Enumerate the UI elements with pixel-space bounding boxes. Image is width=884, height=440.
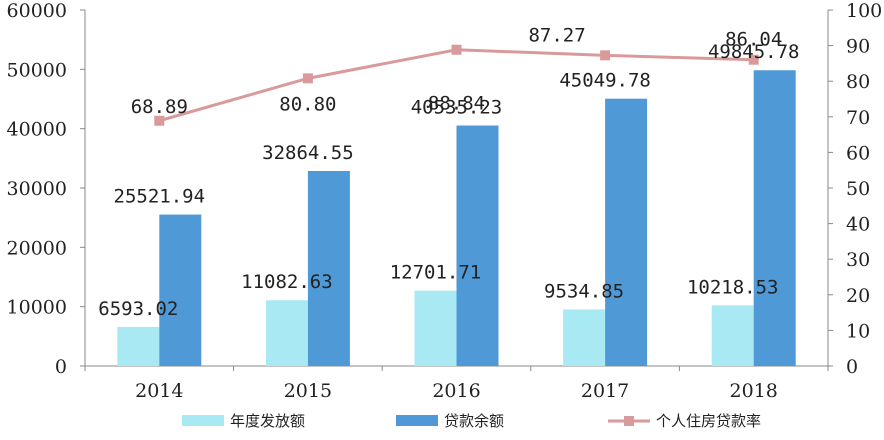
balance-data-label: 40535.23 [411,96,503,118]
legend-label: 个人住房贷款率 [656,412,761,430]
y-right-tick-label: 20 [846,285,870,307]
bar-issuance [265,300,308,366]
y-right-tick-label: 40 [846,214,870,236]
y-left-tick-label: 40000 [7,119,67,141]
bar-balance [159,214,202,366]
bar-balance [456,125,499,366]
y-left-tick-label: 10000 [7,297,67,319]
legend-marker [624,416,634,426]
balance-data-label: 49845.78 [708,41,800,63]
issuance-data-label: 9534.85 [544,280,624,302]
legend-swatch [182,415,224,426]
y-right-tick-label: 30 [846,249,870,271]
rate-line-marker [451,44,462,55]
y-right-tick-label: 10 [846,320,870,342]
bar-issuance [563,309,606,366]
y-left-tick-label: 60000 [7,0,67,22]
rate-line-marker [154,115,165,126]
balance-data-label: 25521.94 [114,186,206,208]
bar-issuance [117,326,160,366]
bar-balance [605,98,648,366]
axes: 0 10000 20000 30000 40000 50000 60000 0 10 20 30 40… [7,0,883,402]
x-tick-label: 2014 [135,380,183,402]
issuance-data-label: 11082.63 [241,271,333,293]
bar-balance [753,70,796,366]
rate-line-marker [748,54,759,65]
y-right-tick-label: 0 [846,356,858,378]
legend-label: 年度发放额 [230,412,305,430]
x-tick-label: 2017 [581,380,629,402]
rate-data-label: 87.27 [528,24,585,46]
legend: 年度发放额 贷款余额 个人住房贷款率 [182,412,761,430]
bars [117,70,796,366]
y-right-tick-label: 50 [846,178,870,200]
bar-issuance [711,305,754,366]
x-tick-label: 2018 [730,380,778,402]
rate-data-label: 86.04 [725,29,782,51]
rate-data-label: 80.80 [279,93,336,115]
y-right-tick-label: 80 [846,71,870,93]
rate-line [154,44,759,126]
bar-issuance [414,290,457,366]
y-left-tick-label: 20000 [7,237,67,259]
balance-data-label: 32864.55 [262,142,354,164]
rate-line-marker [302,73,313,84]
issuance-data-label: 12701.71 [390,262,482,284]
issuance-data-label: 10218.53 [687,276,779,298]
y-left-tick-label: 0 [55,356,67,378]
x-tick-label: 2016 [432,380,480,402]
balance-data-label: 45049.78 [559,70,651,92]
legend-swatch [396,415,438,426]
y-left-tick-label: 30000 [7,178,67,200]
legend-label: 贷款余额 [444,412,504,430]
rate-line-marker [600,50,611,61]
rate-data-label: 68.89 [131,96,188,118]
bar-balance [307,171,350,366]
y-right-tick-label: 90 [846,36,870,58]
rate-data-label: 88.84 [428,93,485,115]
y-right-tick-label: 70 [846,107,870,129]
data-labels: 6593.02 11082.63 12701.71 9534.85 10218.53 25… [98,24,799,320]
y-right-tick-label: 100 [846,0,882,22]
x-tick-label: 2015 [284,380,332,402]
issuance-data-label: 6593.02 [98,298,178,320]
y-right-tick-label: 60 [846,142,870,164]
y-left-tick-label: 50000 [7,59,67,81]
